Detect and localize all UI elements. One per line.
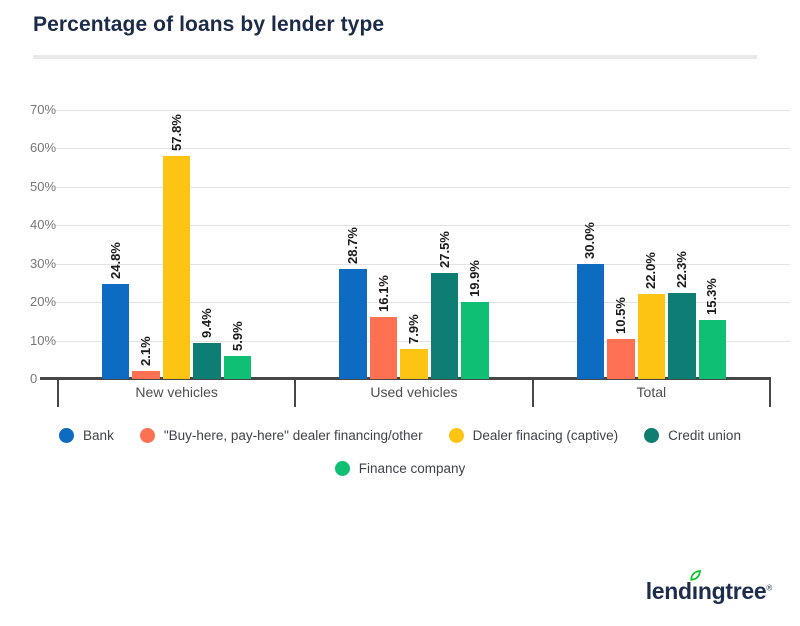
- gridline: [55, 302, 790, 303]
- category-label: Total: [636, 384, 667, 400]
- bar: [637, 294, 666, 379]
- logo-text-i: ı: [691, 578, 698, 604]
- gridline: [55, 186, 790, 188]
- category-label: Used vehicles: [370, 384, 458, 400]
- legend-swatch: [334, 461, 350, 476]
- bar-value-label: 15.3%: [704, 278, 720, 316]
- axis-tick: [769, 379, 771, 407]
- chart-title: Percentage of loans by lender type: [33, 13, 385, 36]
- y-axis-tick-label: 40%: [30, 217, 57, 232]
- gridline: [55, 225, 790, 226]
- bar-value-label: 22.3%: [673, 251, 689, 289]
- bar-value-label: 10.5%: [612, 296, 628, 334]
- bar-value-label: 5.9%: [229, 321, 245, 352]
- legend-item: Bank: [59, 428, 114, 443]
- bar-value-label: 24.8%: [107, 241, 123, 279]
- bar-value-label: 16.1%: [375, 275, 391, 312]
- bar-value-label: 7.9%: [406, 313, 421, 344]
- legend-item: Credit union: [644, 428, 741, 443]
- legend-label: Finance company: [358, 461, 466, 476]
- y-axis-tick-label: 60%: [30, 140, 57, 155]
- lendingtree-logo: lend ıngtree®: [645, 569, 772, 605]
- y-axis-tick-label: 30%: [30, 255, 57, 271]
- legend-item: Dealer finacing (captive): [448, 428, 619, 443]
- bar-value-label: 27.5%: [436, 231, 452, 269]
- logo-text-part1: lend: [645, 578, 692, 604]
- bar: [698, 320, 727, 379]
- bar: [101, 283, 130, 379]
- bar: [162, 156, 191, 379]
- y-axis-tick-label: 10%: [30, 332, 57, 348]
- bar: [193, 342, 221, 379]
- title-divider: [33, 55, 757, 59]
- legend-label: "Buy-here, pay-here" dealer financing/ot…: [163, 428, 423, 443]
- bar-value-label: 57.8%: [168, 114, 184, 152]
- legend-row-1: Bank "Buy-here, pay-here" dealer financin…: [0, 428, 800, 443]
- bar-value-label: 2.1%: [138, 336, 154, 366]
- y-axis-tick-label: 20%: [30, 294, 57, 309]
- legend-item: Finance company: [334, 461, 466, 476]
- registered-mark: ®: [766, 583, 772, 593]
- legend-swatch: [448, 428, 464, 443]
- bar: [607, 338, 635, 379]
- leaf-icon: [690, 569, 701, 581]
- legend-swatch: [644, 428, 660, 443]
- logo-text-part2: ngtree: [697, 578, 767, 604]
- legend-label: Credit union: [668, 428, 741, 443]
- legend-label: Dealer finacing (captive): [472, 428, 619, 443]
- gridline: [55, 263, 790, 265]
- legend-swatch: [139, 428, 155, 443]
- bar: [576, 263, 605, 379]
- bar: [461, 302, 489, 379]
- y-axis-tick-label: 0: [30, 371, 38, 386]
- bar: [369, 317, 398, 379]
- legend-label: Bank: [83, 428, 114, 443]
- legend-item: "Buy-here, pay-here" dealer financing/ot…: [139, 428, 423, 443]
- y-axis-tick-label: 70%: [30, 101, 57, 117]
- bar: [400, 348, 428, 379]
- gridline: [55, 340, 790, 342]
- bar-value-label: 9.4%: [199, 308, 215, 338]
- category-label: New vehicles: [135, 384, 218, 400]
- bar: [430, 273, 459, 379]
- bar-value-label: 19.9%: [467, 260, 482, 298]
- gridline: [55, 148, 790, 149]
- bar-value-label: 22.0%: [643, 252, 659, 290]
- bar: [339, 268, 367, 379]
- bar: [223, 356, 252, 379]
- bar: [132, 370, 160, 379]
- bar-value-label: 28.7%: [345, 226, 360, 264]
- axis-tick: [57, 379, 59, 407]
- y-axis-tick-label: 50%: [30, 178, 57, 194]
- bar: [668, 293, 696, 379]
- bar-value-label: 30.0%: [582, 221, 598, 259]
- legend-swatch: [59, 428, 75, 443]
- axis-tick: [531, 379, 534, 407]
- axis-tick: [294, 379, 297, 407]
- gridline: [55, 109, 790, 111]
- legend-row-2: Finance company: [0, 461, 800, 476]
